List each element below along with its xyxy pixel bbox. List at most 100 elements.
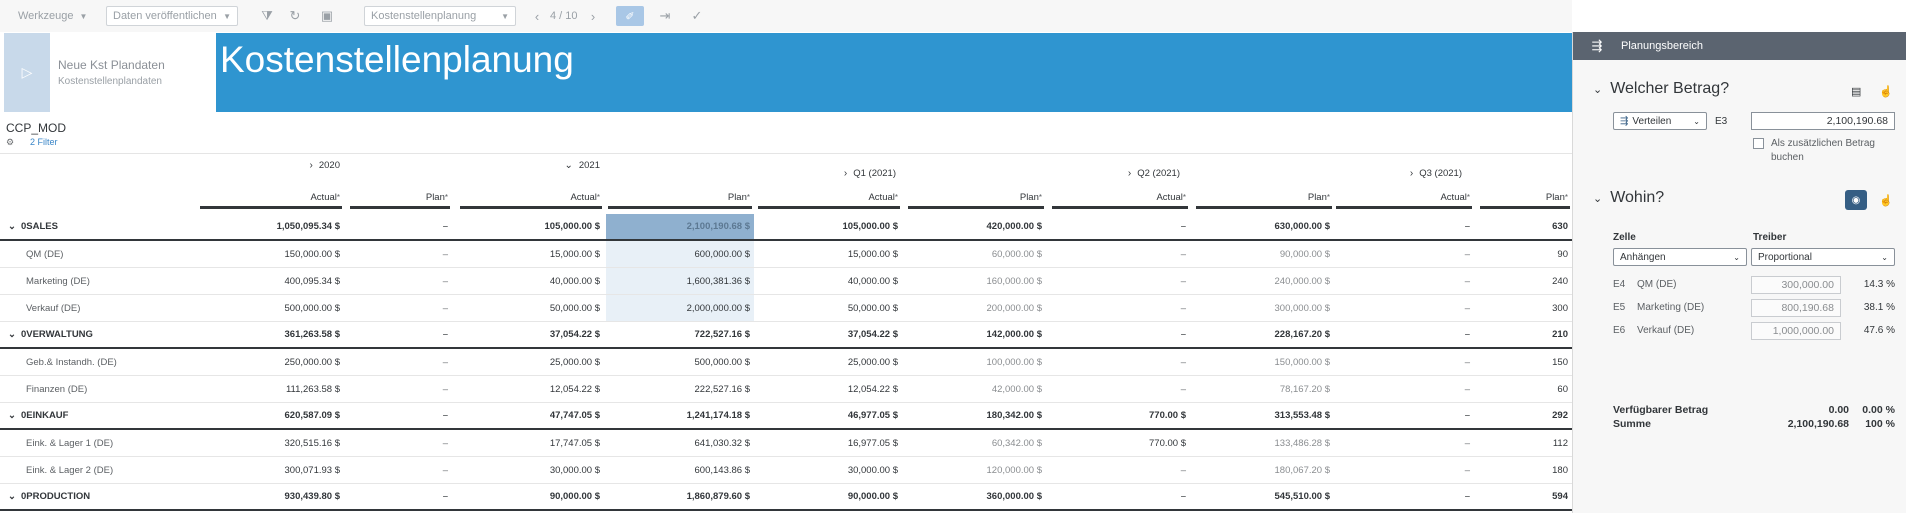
table-cell[interactable]: 100,000.00 $ [986, 356, 1042, 368]
table-cell[interactable]: – [442, 437, 448, 449]
table-cell[interactable]: 313,553.48 $ [1274, 410, 1330, 421]
table-cell[interactable]: 12,054.22 $ [847, 383, 898, 395]
row-label[interactable]: ⌄ 0PRODUCTION [0, 484, 196, 509]
table-cell[interactable]: 50,000.00 $ [847, 302, 898, 314]
table-cell[interactable]: 361,263.58 $ [284, 329, 340, 340]
table-cell[interactable]: – [1464, 464, 1470, 476]
measure-header[interactable]: Plan * [906, 188, 1046, 206]
table-cell[interactable]: – [1464, 383, 1470, 395]
table-cell[interactable]: 930,439.80 $ [284, 491, 340, 502]
measure-header[interactable]: Plan * [1478, 188, 1572, 206]
table-cell[interactable]: 620,587.09 $ [284, 410, 340, 421]
table-cell[interactable]: – [1180, 491, 1186, 502]
table-cell[interactable]: 37,054.22 $ [847, 329, 898, 340]
table-cell[interactable]: 90,000.00 $ [1279, 248, 1330, 260]
table-cell[interactable]: – [442, 410, 448, 421]
table-cell[interactable]: 40,000.00 $ [549, 275, 600, 287]
row-label[interactable]: Eink. & Lager 2 (DE) [0, 457, 196, 483]
table-cell[interactable]: 360,000.00 $ [986, 491, 1042, 502]
table-cell[interactable]: 60,000.00 $ [991, 248, 1042, 260]
table-cell[interactable]: – [1464, 437, 1470, 449]
table-cell[interactable]: 1,241,174.18 $ [686, 410, 750, 421]
target-value-input[interactable]: 1,000,000.00 [1751, 322, 1841, 340]
table-cell[interactable]: – [442, 383, 448, 395]
table-cell[interactable]: 50,000.00 $ [549, 302, 600, 314]
previous-page-icon[interactable]: ‹ [534, 8, 540, 24]
select-cells-icon[interactable]: ☝ [1879, 195, 1893, 207]
table-cell[interactable]: 722,527.16 $ [694, 329, 750, 340]
row-label[interactable]: Marketing (DE) [0, 268, 196, 294]
table-cell[interactable]: 1,050,095.34 $ [276, 221, 340, 232]
table-cell[interactable]: 320,515.16 $ [284, 437, 340, 449]
table-cell[interactable]: 1,860,879.60 $ [686, 491, 750, 502]
table-cell[interactable]: 500,000.00 $ [284, 302, 340, 314]
export-icon[interactable]: ⇥ [659, 8, 671, 23]
table-cell[interactable]: – [442, 491, 448, 502]
table-cell[interactable]: – [442, 302, 448, 314]
amount-input[interactable]: 2,100,190.68 [1751, 112, 1895, 130]
quarter-header-q1[interactable]: › Q1 (2021) [754, 164, 900, 182]
table-cell[interactable]: 90 [1557, 248, 1568, 260]
measure-header[interactable]: Actual * [756, 188, 902, 206]
refresh-icon[interactable]: ↻ [289, 8, 301, 23]
year-header-2021[interactable]: ⌄ 2021 [458, 156, 604, 174]
play-tile[interactable]: ▷ [4, 33, 50, 112]
table-cell[interactable]: 2,100,190.68 $ [606, 214, 754, 239]
row-label[interactable]: Finanzen (DE) [0, 376, 196, 402]
table-cell[interactable]: 40,000.00 $ [847, 275, 898, 287]
table-cell[interactable]: – [1464, 356, 1470, 368]
publish-data-dropdown[interactable]: Daten veröffentlichen ▼ [106, 6, 238, 26]
measure-header[interactable]: Actual * [198, 188, 344, 206]
table-cell[interactable]: 30,000.00 $ [549, 464, 600, 476]
table-cell[interactable]: 16,977.05 $ [847, 437, 898, 449]
target-section-toggle[interactable]: ⌄ Wohin? [1593, 189, 1664, 207]
table-cell[interactable]: – [1464, 410, 1470, 421]
table-cell[interactable]: 770.00 $ [1149, 437, 1186, 449]
table-cell[interactable]: 60,342.00 $ [991, 437, 1042, 449]
table-cell[interactable]: – [1464, 302, 1470, 314]
table-cell[interactable]: – [1464, 491, 1470, 502]
select-cells-icon[interactable]: ☝ [1879, 86, 1893, 98]
table-cell[interactable]: 770.00 $ [1149, 410, 1186, 421]
table-cell[interactable]: 15,000.00 $ [549, 248, 600, 260]
table-cell[interactable]: – [442, 464, 448, 476]
table-cell[interactable]: 142,000.00 $ [986, 329, 1042, 340]
table-cell[interactable]: 133,486.28 $ [1274, 437, 1330, 449]
pin-icon[interactable]: ✐ [616, 6, 644, 26]
table-cell[interactable]: 120,000.00 $ [986, 464, 1042, 476]
table-cell[interactable]: – [1180, 329, 1186, 340]
row-label[interactable]: ⌄ 0SALES [0, 214, 196, 239]
driver-select[interactable]: Proportional ⌄ [1751, 248, 1895, 266]
quarter-header-q2[interactable]: › Q2 (2021) [1038, 164, 1184, 182]
table-cell[interactable]: – [442, 275, 448, 287]
amount-section-toggle[interactable]: ⌄ Welcher Betrag? [1593, 80, 1729, 98]
table-cell[interactable]: 641,030.32 $ [694, 437, 750, 449]
table-cell[interactable]: 300,000.00 $ [1274, 302, 1330, 314]
table-cell[interactable]: 210 [1552, 329, 1568, 340]
table-cell[interactable]: 180,342.00 $ [986, 410, 1042, 421]
row-label[interactable]: Geb.& Instandh. (DE) [0, 349, 196, 375]
table-cell[interactable]: 150 [1552, 356, 1568, 368]
table-cell[interactable]: 300 [1552, 302, 1568, 314]
tools-menu[interactable]: Werkzeuge ▼ [18, 6, 87, 26]
row-label[interactable]: Eink. & Lager 1 (DE) [0, 430, 196, 456]
table-cell[interactable]: 420,000.00 $ [986, 221, 1042, 232]
target-value-input[interactable]: 300,000.00 [1751, 276, 1841, 294]
table-cell[interactable]: – [1464, 221, 1470, 232]
preview-eye-icon[interactable]: ◉ [1845, 190, 1867, 210]
measure-header[interactable]: Plan * [606, 188, 754, 206]
table-cell[interactable]: 228,167.20 $ [1274, 329, 1330, 340]
table-cell[interactable]: 112 [1552, 437, 1568, 449]
table-cell[interactable]: – [1180, 464, 1186, 476]
table-cell[interactable]: 90,000.00 $ [549, 491, 600, 502]
table-cell[interactable]: – [1464, 329, 1470, 340]
table-cell[interactable]: 42,000.00 $ [991, 383, 1042, 395]
table-cell[interactable]: – [1180, 356, 1186, 368]
additional-amount-checkbox[interactable] [1753, 138, 1764, 149]
measure-header[interactable]: Actual * [1050, 188, 1190, 206]
filter-icon[interactable]: ⧩ [261, 8, 273, 23]
action-select[interactable]: ⇶ Verteilen ⌄ [1613, 112, 1707, 130]
table-cell[interactable]: 78,167.20 $ [1279, 383, 1330, 395]
table-cell[interactable]: – [1180, 248, 1186, 260]
table-cell[interactable]: 240,000.00 $ [1274, 275, 1330, 287]
